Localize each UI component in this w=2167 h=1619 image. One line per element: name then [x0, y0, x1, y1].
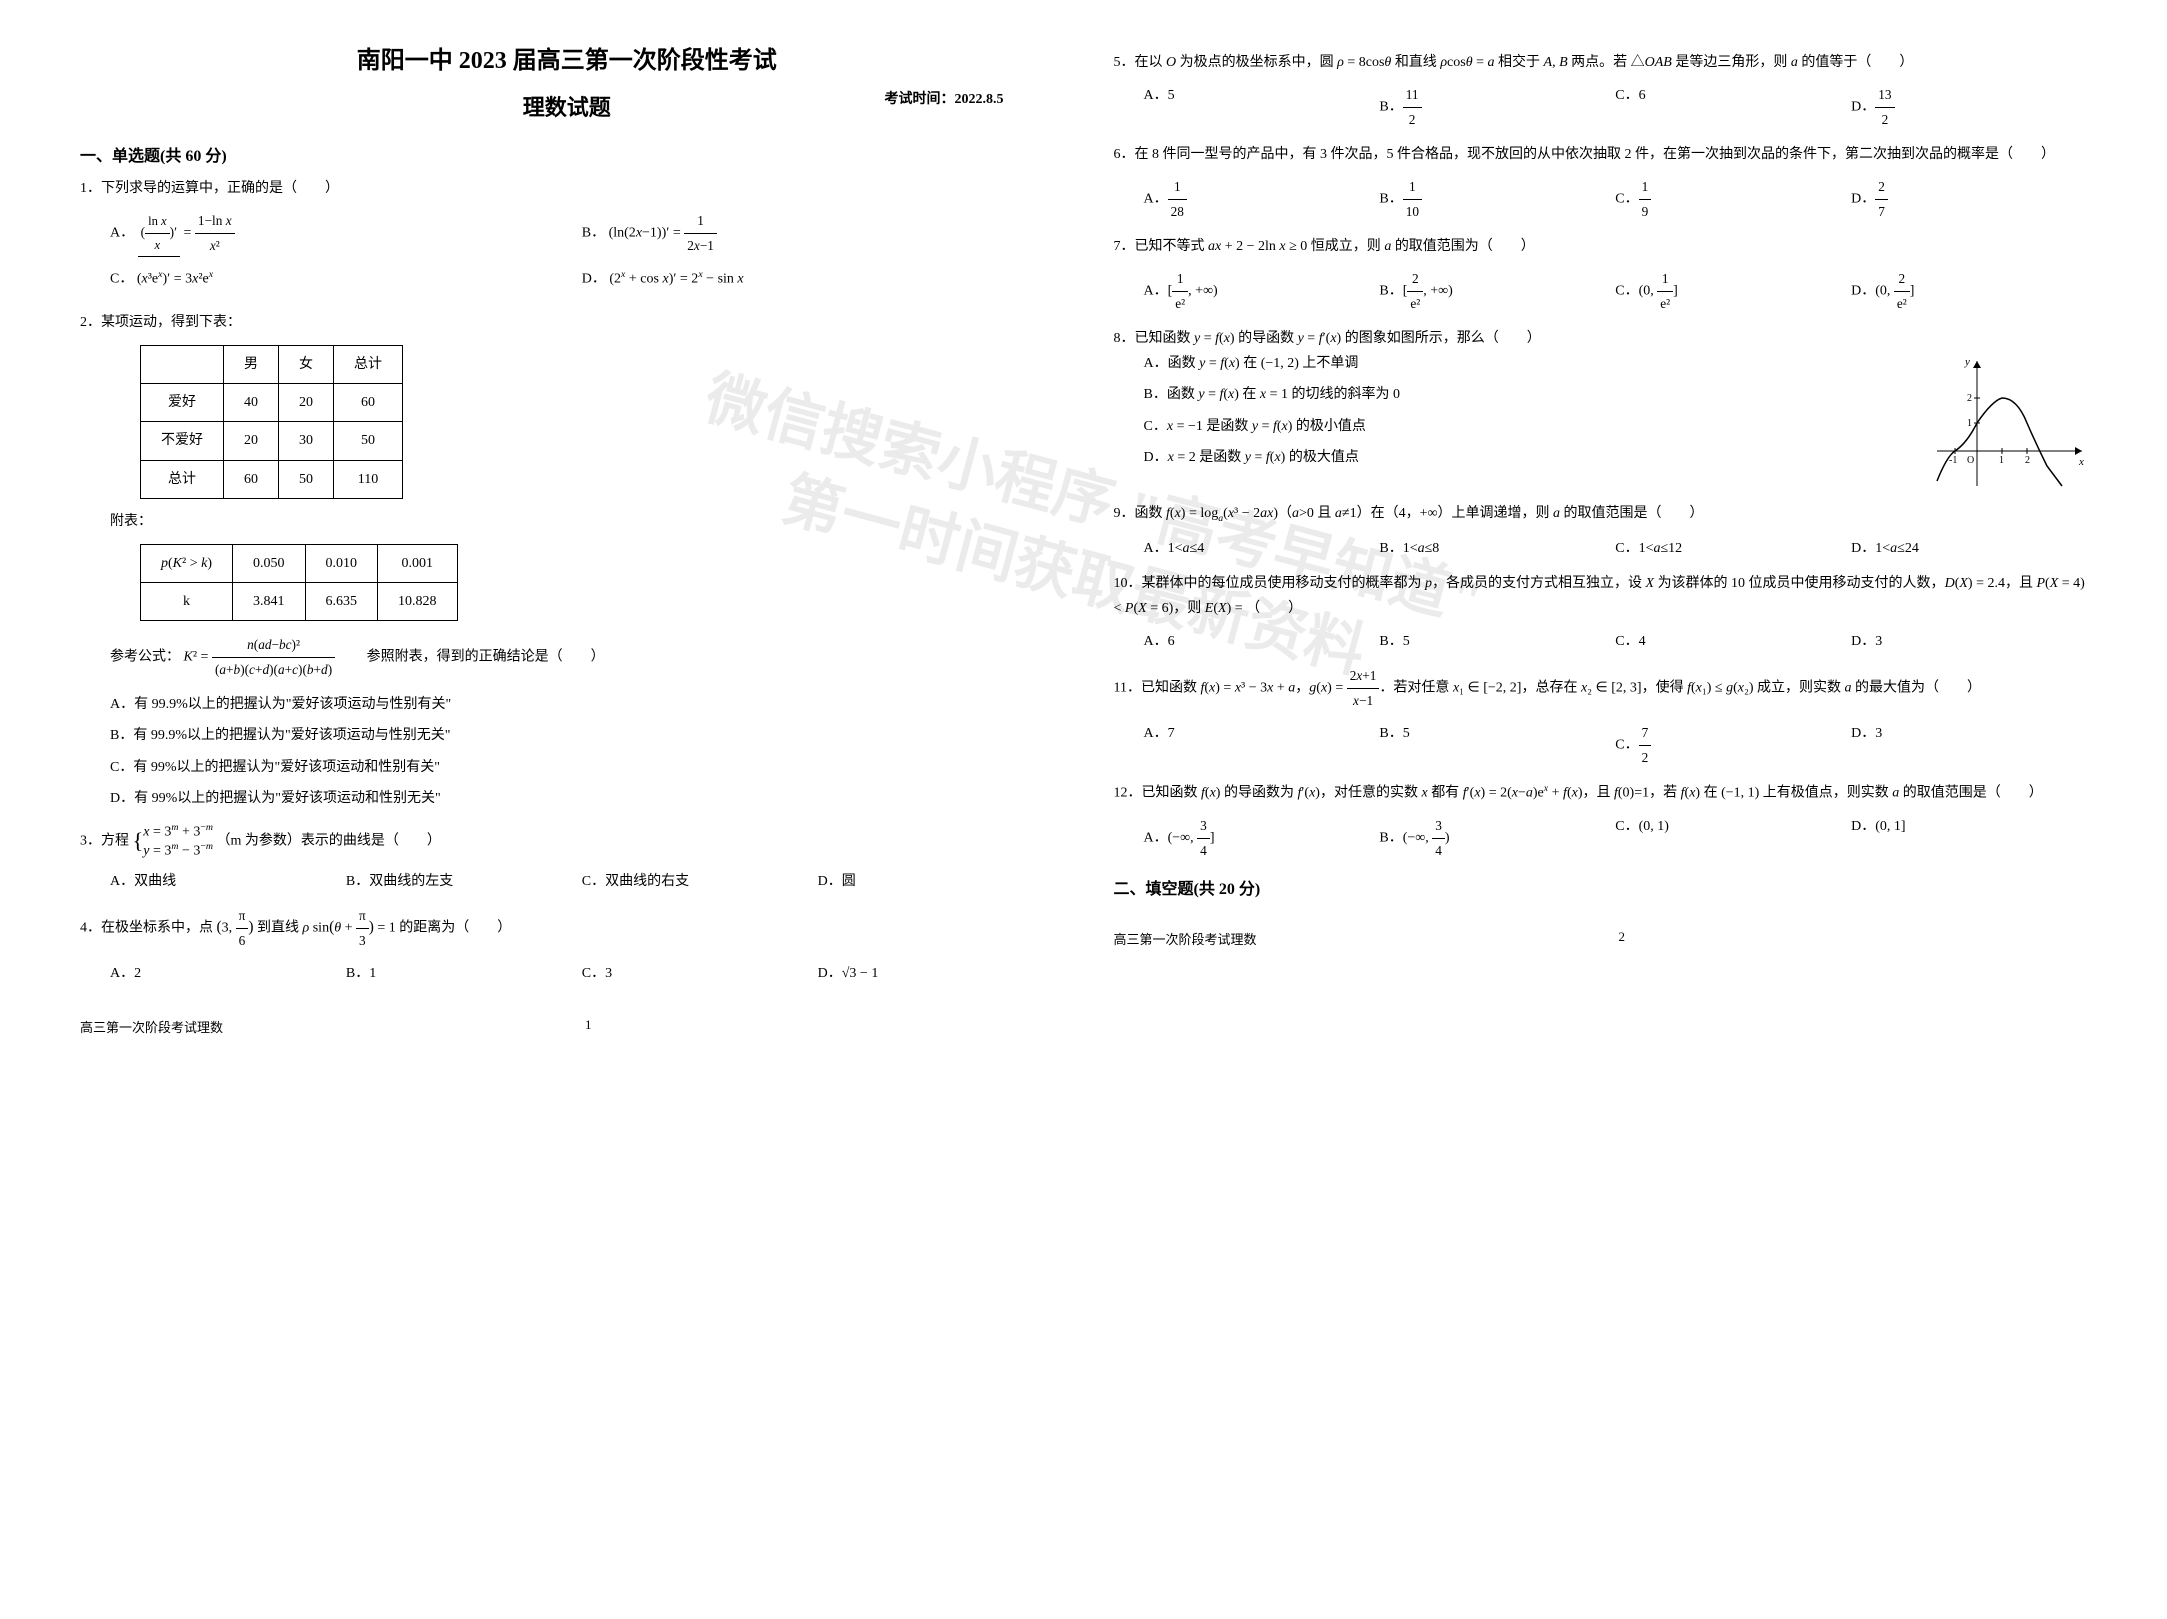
- q2-option-c: C．有 99%以上的把握认为"爱好该项运动和性别有关": [110, 755, 1054, 780]
- q2-option-a: A．有 99.9%以上的把握认为"爱好该项运动与性别有关": [110, 692, 1054, 717]
- q3-option-a: A．双曲线: [110, 869, 346, 894]
- question-8: 8．已知函数 y = f(x) 的导函数 y = f′(x) 的图象如图所示，那…: [1114, 326, 2088, 491]
- q11-option-b: B．5: [1379, 721, 1615, 770]
- q2-option-d: D．有 99%以上的把握认为"爱好该项运动和性别无关": [110, 786, 1054, 811]
- question-4: 4．在极坐标系中，点 (3, π6) 到直线 ρ sin(θ + π3) = 1…: [80, 904, 1054, 986]
- q10-option-b: B．5: [1379, 629, 1615, 654]
- question-2: 2．某项运动，得到下表： 男 女 总计 爱好 40 20 60 不爱好 20: [80, 310, 1054, 811]
- q4-option-b: B．1: [346, 961, 582, 986]
- q8-graph: x y O -1 1 2 1 2: [1927, 351, 2087, 491]
- question-6: 6．在 8 件同一型号的产品中，有 3 件次品，5 件合格品，现不放回的从中依次…: [1114, 142, 2088, 224]
- q2-table2: p(K² > k) 0.050 0.010 0.001 k 3.841 6.63…: [140, 544, 458, 621]
- q11-option-c: C．72: [1615, 721, 1851, 770]
- svg-text:1: 1: [1999, 455, 2004, 466]
- q4-option-a: A．2: [110, 961, 346, 986]
- q5-option-a: A．5: [1144, 83, 1380, 132]
- q2-table1: 男 女 总计 爱好 40 20 60 不爱好 20 30 50 总计: [140, 345, 403, 499]
- q7-option-c: C．(0, 1e²]: [1615, 267, 1851, 316]
- q12-option-a: A．(−∞, 34]: [1144, 814, 1380, 863]
- q7-option-b: B．[2e², +∞): [1379, 267, 1615, 316]
- svg-text:2: 2: [2025, 455, 2030, 466]
- question-11: 11．已知函数 f(x) = x³ − 3x + a，g(x) = 2x+1x−…: [1114, 664, 2088, 770]
- q6-option-b: B．110: [1379, 175, 1615, 224]
- q9-option-d: D．1<a≤24: [1851, 536, 2087, 561]
- question-7: 7．已知不等式 ax + 2 − 2ln x ≥ 0 恒成立，则 a 的取值范围…: [1114, 234, 2088, 316]
- q12-option-d: D．(0, 1]: [1851, 814, 2087, 863]
- q2-appendix-label: 附表：: [110, 509, 1054, 534]
- question-1: 1．下列求导的运算中，正确的是（ ） A． (ln xx)′ = 1−ln xx…: [80, 176, 1054, 300]
- page-2: 5．在以 O 为极点的极坐标系中，圆 ρ = 8cosθ 和直线 ρcosθ =…: [1084, 40, 2118, 1036]
- section-1-header: 一、单选题(共 60 分): [80, 142, 1054, 166]
- svg-text:2: 2: [1967, 393, 1972, 404]
- q7-option-a: A．[1e², +∞): [1144, 267, 1380, 316]
- question-12: 12．已知函数 f(x) 的导函数为 f′(x)，对任意的实数 x 都有 f′(…: [1114, 780, 2088, 863]
- section-2-header: 二、填空题(共 20 分): [1114, 875, 2088, 899]
- q1-option-a: A． (ln xx)′ = 1−ln xx²: [110, 209, 582, 258]
- q6-option-a: A．128: [1144, 175, 1380, 224]
- q3-option-c: C．双曲线的右支: [582, 869, 818, 894]
- exam-title-main: 南阳一中 2023 届高三第一次阶段性考试: [80, 40, 1054, 75]
- q4-option-c: C．3: [582, 961, 818, 986]
- q7-option-d: D．(0, 2e²]: [1851, 267, 2087, 316]
- svg-text:x: x: [2078, 456, 2084, 468]
- q9-option-b: B．1<a≤8: [1379, 536, 1615, 561]
- question-10: 10．某群体中的每位成员使用移动支付的概率都为 p，各成员的支付方式相互独立，设…: [1114, 571, 2088, 655]
- footer-left-2: 高三第一次阶段考试理数: [1114, 929, 1257, 948]
- svg-text:1: 1: [1967, 418, 1972, 429]
- q11-option-a: A．7: [1144, 721, 1380, 770]
- svg-text:y: y: [1964, 356, 1970, 368]
- question-9: 9．函数 f(x) = loga(x³ − 2ax)（a>0 且 a≠1）在（4…: [1114, 501, 2088, 561]
- q10-option-d: D．3: [1851, 629, 2087, 654]
- question-3: 3．方程 {x = 3m + 3−my = 3m − 3−m （m 为参数）表示…: [80, 821, 1054, 895]
- q9-option-c: C．1<a≤12: [1615, 536, 1851, 561]
- page-num-1: 1: [585, 1017, 592, 1036]
- svg-text:O: O: [1967, 455, 1974, 466]
- footer-left-1: 高三第一次阶段考试理数: [80, 1017, 223, 1036]
- q11-option-d: D．3: [1851, 721, 2087, 770]
- q10-option-a: A．6: [1144, 629, 1380, 654]
- q6-option-d: D．27: [1851, 175, 2087, 224]
- q3-option-d: D．圆: [818, 869, 1054, 894]
- q4-option-d: D．√3 − 1: [818, 961, 1054, 986]
- q12-option-c: C．(0, 1): [1615, 814, 1851, 863]
- q6-option-c: C．19: [1615, 175, 1851, 224]
- q1-option-c: C． (x³ex)′ = 3x²ex: [110, 266, 582, 292]
- page-1: 南阳一中 2023 届高三第一次阶段性考试 考试时间：2022.8.5 理数试题…: [50, 40, 1084, 1036]
- page-num-2: 2: [1619, 929, 1626, 948]
- q2-formula: 参考公式： K² = n(ad−bc)²(a+b)(c+d)(a+c)(b+d)…: [110, 633, 1054, 682]
- q3-option-b: B．双曲线的左支: [346, 869, 582, 894]
- question-5: 5．在以 O 为极点的极坐标系中，圆 ρ = 8cosθ 和直线 ρcosθ =…: [1114, 50, 2088, 132]
- exam-date: 考试时间：2022.8.5: [885, 88, 1004, 108]
- q1-text: 1．下列求导的运算中，正确的是（ ）: [80, 181, 339, 196]
- q12-option-b: B．(−∞, 34): [1379, 814, 1615, 863]
- q5-option-b: B．112: [1379, 83, 1615, 132]
- q2-option-b: B．有 99.9%以上的把握认为"爱好该项运动与性别无关": [110, 723, 1054, 748]
- q10-option-c: C．4: [1615, 629, 1851, 654]
- q5-option-c: C．6: [1615, 83, 1851, 132]
- q2-text: 2．某项运动，得到下表：: [80, 315, 241, 330]
- q5-option-d: D．132: [1851, 83, 2087, 132]
- q1-option-b: B． (ln(2x−1))′ = 12x−1: [582, 209, 1054, 258]
- q9-option-a: A．1<a≤4: [1144, 536, 1380, 561]
- q1-option-d: D． (2x + cos x)′ = 2x − sin x: [582, 266, 1054, 292]
